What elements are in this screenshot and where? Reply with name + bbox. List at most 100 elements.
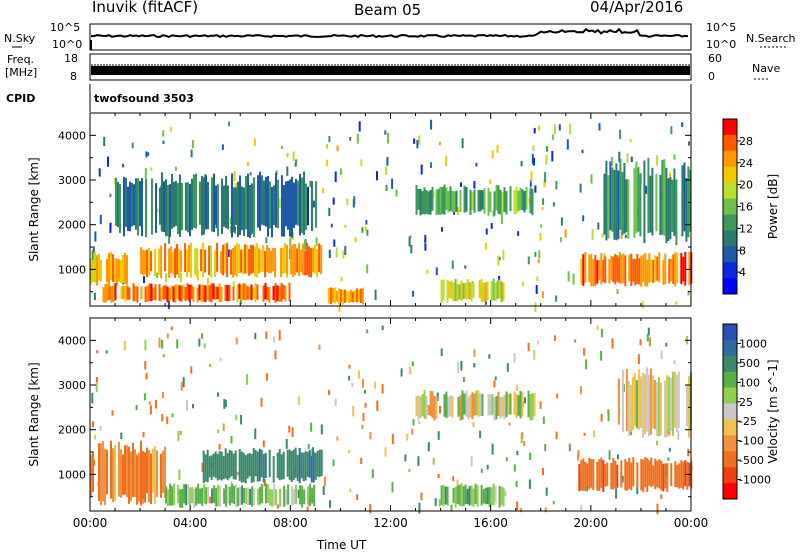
echo-speckle (411, 361, 414, 367)
echo-column (578, 464, 581, 492)
echo-column (139, 181, 141, 227)
echo-column (207, 486, 210, 504)
power-panel: 4000 3000 2000 1000 Slant Range [km] 28 24 20 16… (27, 112, 780, 312)
echo-column (195, 487, 198, 506)
echo-speckle (201, 333, 203, 339)
echo-column (683, 162, 686, 232)
echo-speckle (94, 231, 97, 242)
echo-speckle (513, 464, 516, 472)
echo-column (659, 174, 662, 236)
echo-speckle (502, 249, 505, 260)
x-tick-label: 16:00 (473, 516, 508, 530)
echo-column (220, 451, 223, 481)
echo-speckle (435, 267, 438, 276)
echo-column (361, 287, 364, 305)
echo-column (173, 181, 175, 228)
echo-speckle (263, 479, 266, 487)
echo-speckle (156, 272, 159, 278)
echo-column (225, 176, 227, 228)
echo-speckle (376, 400, 379, 411)
echo-column (265, 176, 267, 227)
echo-column (298, 242, 301, 277)
echo-column (667, 376, 670, 433)
echo-speckle (581, 149, 584, 154)
colorbar-tick-label: 20 (739, 179, 753, 192)
echo-column (250, 244, 253, 275)
echo-column (250, 284, 253, 301)
y-tick-label: 1000 (58, 263, 86, 276)
echo-speckle (320, 424, 323, 435)
echo-column (304, 451, 307, 481)
echo-column (222, 244, 225, 276)
echo-column (206, 449, 209, 483)
echo-speckle (209, 496, 212, 504)
echo-speckle (312, 447, 315, 456)
echo-column (205, 487, 208, 505)
colorbar-tick-label: -1000 (739, 474, 771, 487)
echo-column (490, 280, 493, 301)
echo-speckle (340, 276, 343, 282)
echo-column (248, 248, 251, 276)
echo-speckle (412, 419, 415, 426)
echo-column (302, 452, 305, 482)
colorbar-tick-label: 16 (739, 201, 753, 214)
echo-column (212, 453, 215, 477)
echo-column (214, 451, 217, 478)
echo-speckle (532, 145, 535, 152)
echo-speckle (92, 421, 94, 428)
echo-column (287, 181, 289, 230)
echo-column (120, 286, 123, 300)
echo-column (468, 486, 471, 506)
echo-speckle (223, 398, 226, 409)
echo-column (314, 244, 317, 274)
echo-speckle (520, 160, 523, 167)
echo-speckle (145, 372, 148, 380)
echo-column (431, 186, 434, 211)
colorbar-segment (723, 355, 737, 373)
echo-column (171, 174, 173, 229)
echo-speckle (488, 354, 491, 359)
echo-speckle (591, 228, 594, 240)
echo-column (306, 451, 309, 477)
echo-column (479, 190, 482, 212)
colorbar-segment (723, 451, 737, 468)
colorbar-segment (723, 198, 737, 215)
echo-speckle (362, 413, 365, 421)
echo-column (445, 391, 448, 419)
echo-speckle (533, 350, 536, 360)
echo-column (462, 283, 465, 299)
echo-column (673, 168, 676, 236)
echo-column (134, 285, 137, 301)
echo-column (102, 287, 105, 303)
echo-column (663, 380, 666, 438)
echo-column (150, 283, 153, 302)
echo-column (650, 259, 653, 282)
echo-column (186, 283, 189, 300)
echo-column (684, 460, 687, 487)
echo-speckle (648, 337, 651, 347)
echo-column (273, 483, 276, 506)
echo-column (608, 259, 611, 284)
echo-column (230, 450, 233, 477)
echo-column (596, 461, 599, 491)
echo-column (309, 483, 312, 506)
echo-column (636, 253, 639, 284)
echo-column (447, 396, 450, 417)
echo-speckle (203, 343, 206, 349)
echo-column (232, 286, 235, 301)
echo-column (281, 175, 283, 237)
echo-column (649, 175, 652, 233)
echo-column (464, 283, 467, 299)
colorbar-segment (723, 467, 737, 484)
echo-speckle (590, 174, 593, 184)
echo-column (466, 279, 469, 300)
echo-speckle (600, 328, 603, 338)
echo-column (523, 191, 526, 213)
echo-column (106, 259, 108, 283)
echo-speckle (665, 342, 668, 347)
echo-column (208, 245, 211, 276)
echo-column (169, 184, 171, 237)
echo-column (437, 188, 440, 215)
echo-column (685, 384, 688, 427)
echo-column (303, 489, 306, 505)
